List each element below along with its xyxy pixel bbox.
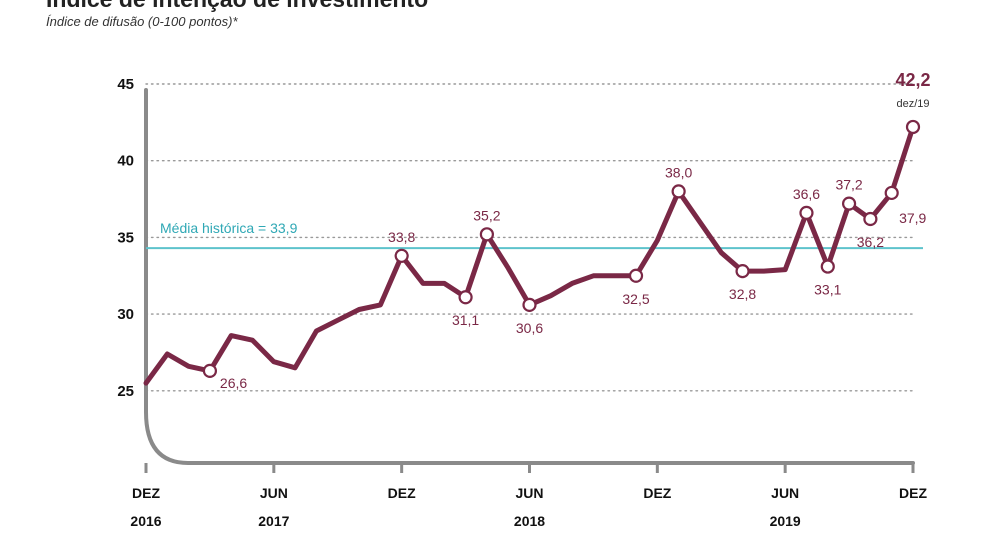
data-point-marker [735,264,750,279]
data-label: 31,1 [452,312,479,328]
x-tick-label: DEZ [899,485,927,501]
data-point-marker [820,259,835,274]
data-label: 30,6 [516,320,543,336]
y-tick-label: 25 [117,383,134,400]
data-point-marker [671,184,686,199]
series-group [143,124,916,386]
data-label: 33,8 [388,229,415,245]
data-label: 33,1 [814,282,841,298]
data-point-marker [628,268,644,283]
data-label: 36,6 [793,186,820,202]
y-tick-label: 35 [117,229,134,246]
chart-title: Índice de intenção de investimento [46,0,428,13]
axes: 25 30 35 40 45 DEZ 2016 JUN 2017 DEZ JUN 2018 DEZ JUN… [117,76,927,529]
data-label: 37,2 [835,177,862,193]
axes-frame [144,88,915,465]
data-point-marker [394,248,409,263]
data-point-marker [799,205,814,220]
grid-lines [145,83,914,392]
x-tick-label: DEZ [132,485,160,501]
data-label: 26,6 [220,375,247,391]
data-point-marker [841,196,857,211]
data-label: 38,0 [665,164,692,180]
data-point-marker [863,211,878,227]
markers-group [202,119,921,378]
data-label: 37,9 [899,210,926,226]
reference-line-label: Média histórica = 33,9 [160,220,298,236]
chart-subtitle: Índice de difusão (0-100 pontos)* [46,14,238,29]
x-tick-year: 2018 [514,513,545,529]
data-label: 32,5 [622,291,649,307]
data-label-latest-date: dez/19 [896,98,929,110]
x-tick-label: DEZ [388,485,416,501]
data-point-marker [479,227,494,242]
labels-group: 26,6 33,8 31,1 35,2 30,6 32,5 38,0 32,8 36,6 33,1… [220,70,931,391]
y-tick-label: 45 [117,76,134,93]
data-label: 36,2 [857,234,884,250]
x-tick-label: DEZ [643,485,671,501]
x-tick-year: 2019 [770,513,801,529]
x-tick-year: 2016 [130,513,161,529]
x-tick-year: 2017 [258,513,289,529]
data-point-marker [458,290,473,305]
y-tick-label: 40 [117,153,134,170]
x-tick-label: JUN [771,485,799,501]
reference-line-group: Média histórica = 33,9 [146,220,923,250]
data-label: 32,8 [729,286,756,302]
data-label-latest: 42,2 [895,70,930,90]
x-tick-label: JUN [260,485,288,501]
x-tick-label: JUN [515,485,543,501]
data-point-marker [522,297,537,312]
series-line [143,124,916,386]
data-point-marker [884,185,899,201]
data-label: 35,2 [473,207,500,223]
data-point-marker [202,363,218,378]
data-point-marker [905,119,921,135]
y-tick-label: 30 [117,306,134,323]
